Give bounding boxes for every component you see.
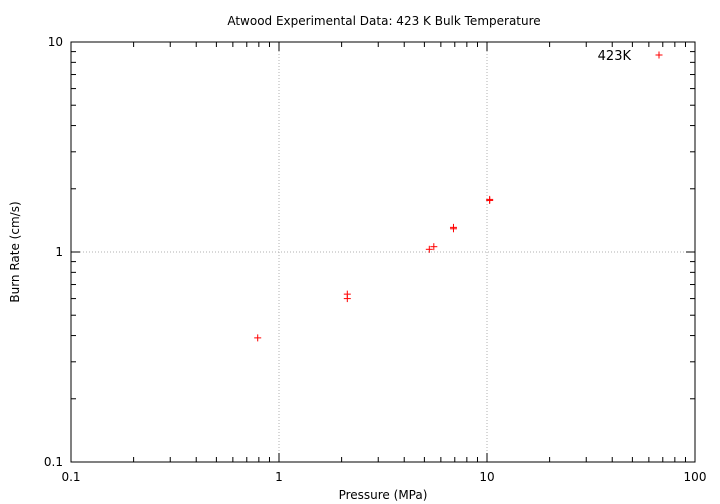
tick-labels: 0.1 1 10 100 0.1 1 10 (44, 35, 707, 484)
legend-label: 423K (598, 49, 632, 64)
axis-ticks (70, 41, 696, 463)
y-tick-label: 10 (48, 35, 63, 49)
legend-marker-plus-icon (655, 51, 663, 59)
data-point (425, 245, 433, 253)
data-point (430, 243, 438, 251)
legend-plus-icon (655, 51, 663, 59)
x-tick-label: 1 (275, 470, 283, 484)
data-point (449, 223, 457, 231)
x-axis-label: Pressure (MPa) (339, 488, 428, 502)
y-tick-label: 0.1 (44, 455, 63, 469)
data-points (254, 195, 494, 342)
data-point (343, 290, 351, 298)
x-tick-label: 100 (684, 470, 707, 484)
x-tick-label: 10 (479, 470, 494, 484)
chart-title: Atwood Experimental Data: 423 K Bulk Tem… (227, 14, 540, 28)
grid-lines (71, 42, 695, 462)
y-axis-label: Burn Rate (cm/s) (8, 201, 22, 302)
data-point (486, 195, 494, 203)
legend: 423K (598, 49, 663, 64)
y-tick-label: 1 (55, 245, 63, 259)
x-tick-label: 0.1 (61, 470, 80, 484)
data-point (254, 334, 262, 342)
